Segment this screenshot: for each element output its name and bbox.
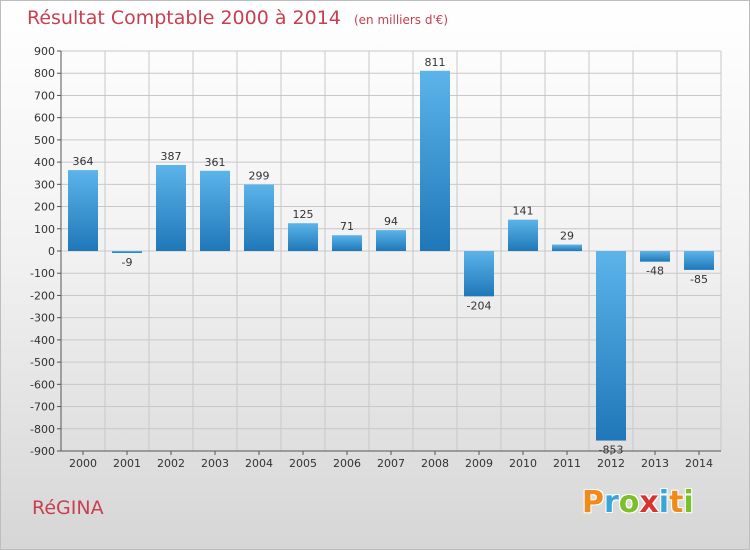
logo-letter: x <box>639 485 659 520</box>
x-tick-label: 2001 <box>113 457 141 470</box>
logo-letter: i <box>658 485 670 520</box>
data-labels: 364 -9 387 361 299 125 71 94 811 -204 141 29 -853 -48… <box>73 56 708 457</box>
y-tick-label: 700 <box>34 89 55 102</box>
y-tick-label: -600 <box>30 378 55 391</box>
data-label: -85 <box>690 273 708 286</box>
bar <box>596 251 626 441</box>
x-tick-label: 2010 <box>509 457 537 470</box>
data-label: -853 <box>599 444 624 457</box>
y-tick-label: 400 <box>34 156 55 169</box>
axes <box>57 50 721 455</box>
bar <box>156 165 186 251</box>
commune-name: RéGINA <box>32 497 104 519</box>
bar <box>684 251 714 270</box>
bar <box>552 244 582 251</box>
data-label: 387 <box>161 150 182 163</box>
bar <box>332 235 362 251</box>
data-label: 94 <box>384 215 398 228</box>
logo-letter: P <box>582 485 604 520</box>
logo-letter: o <box>618 485 640 520</box>
data-label: 299 <box>249 170 270 183</box>
x-tick-label: 2004 <box>245 457 273 470</box>
bar <box>420 70 450 252</box>
data-label: 361 <box>205 156 226 169</box>
x-tick-label: 2008 <box>421 457 449 470</box>
y-tick-label: -500 <box>30 356 55 369</box>
x-tick-label: 2012 <box>597 457 625 470</box>
data-label: 29 <box>560 230 574 243</box>
y-tick-label: 600 <box>34 112 55 125</box>
y-tick-label: 0 <box>48 245 55 258</box>
data-label: 71 <box>340 220 354 233</box>
chart-title: Résultat Comptable 2000 à 2014 <box>27 7 341 29</box>
y-tick-label: 900 <box>34 45 55 58</box>
bar <box>68 170 98 251</box>
data-label: 141 <box>513 205 534 218</box>
y-tick-label: -800 <box>30 423 55 436</box>
bar <box>508 219 538 251</box>
data-label: -48 <box>646 265 664 278</box>
y-tick-label: -400 <box>30 334 55 347</box>
chart-title-block: Résultat Comptable 2000 à 2014 (en milli… <box>27 7 448 29</box>
x-tick-label: 2002 <box>157 457 185 470</box>
x-tick-label: 2006 <box>333 457 361 470</box>
bar <box>288 223 318 251</box>
x-tick-label: 2014 <box>685 457 713 470</box>
data-label: 811 <box>425 56 446 69</box>
x-tick-label: 2007 <box>377 457 405 470</box>
y-tick-label: -200 <box>30 289 55 302</box>
bar <box>244 184 274 251</box>
x-tick-label: 2013 <box>641 457 669 470</box>
logo-letter: r <box>604 485 619 520</box>
y-tick-label: 100 <box>34 223 55 236</box>
data-label: -204 <box>467 299 492 312</box>
data-label: 364 <box>73 155 94 168</box>
logo-letter: t <box>669 485 684 520</box>
y-tick-label: -300 <box>30 312 55 325</box>
y-tick-label: 800 <box>34 67 55 80</box>
chart-subtitle: (en milliers d'€) <box>353 13 449 27</box>
bars <box>68 70 714 441</box>
x-tick-label: 2003 <box>201 457 229 470</box>
y-tick-label: 500 <box>34 134 55 147</box>
bar <box>112 251 142 253</box>
y-tick-label: -100 <box>30 267 55 280</box>
bar <box>640 251 670 262</box>
bar <box>376 230 406 251</box>
x-tick-label: 2011 <box>553 457 581 470</box>
data-label: 125 <box>293 208 314 221</box>
y-tick-label: 200 <box>34 201 55 214</box>
y-tick-label: -700 <box>30 401 55 414</box>
bar <box>464 251 494 297</box>
x-tick-label: 2000 <box>69 457 97 470</box>
y-tick-label: -900 <box>30 445 55 458</box>
y-tick-label: 300 <box>34 178 55 191</box>
logo-letter: i <box>683 485 694 520</box>
bar <box>200 170 230 251</box>
proxiti-logo[interactable]: Proxiti <box>582 485 694 520</box>
x-tick-label: 2009 <box>465 457 493 470</box>
x-tick-label: 2005 <box>289 457 317 470</box>
tick-labels: 900 800 700 600 500 400 300 200 100 0 -100 -200 -300… <box>30 45 713 470</box>
data-label: -9 <box>122 256 133 269</box>
